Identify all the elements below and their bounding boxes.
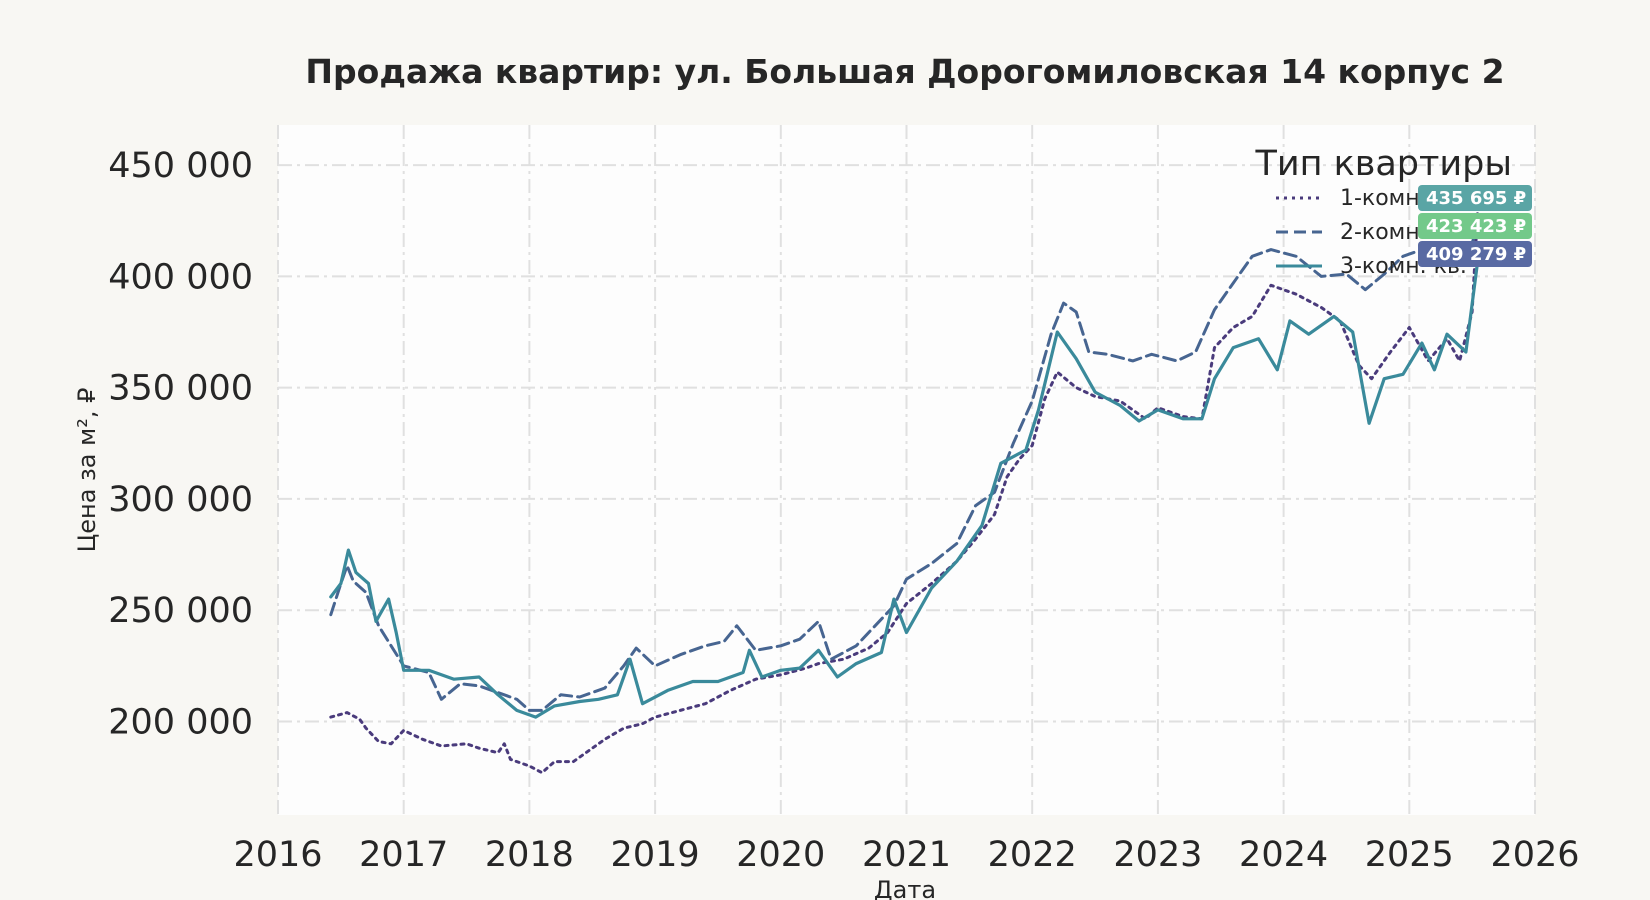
x-tick-label: 2022 [988, 835, 1077, 875]
series-line-1 [329, 195, 1480, 775]
x-axis-label: Дата [874, 876, 936, 900]
series-lines [329, 195, 1480, 775]
end-value-text: 423 423 ₽ [1426, 216, 1526, 237]
x-tick-label: 2024 [1239, 835, 1328, 875]
x-tick-label: 2020 [736, 835, 825, 875]
y-axis-label: Цена за м², ₽ [73, 388, 101, 553]
y-tick-label: 350 000 [108, 369, 253, 409]
grid [277, 125, 1536, 815]
chart-title: Продажа квартир: ул. Большая Дорогомилов… [305, 52, 1504, 91]
y-tick-label: 450 000 [108, 146, 253, 186]
end-value-text: 409 279 ₽ [1426, 244, 1526, 265]
series-line-3 [329, 254, 1480, 719]
x-tick-label: 2026 [1490, 835, 1579, 875]
x-tick-label: 2018 [485, 835, 574, 875]
x-tick-label: 2021 [862, 835, 951, 875]
end-value-badge [1418, 185, 1532, 211]
end-value-badge [1418, 213, 1532, 239]
x-tick-label: 2017 [359, 835, 448, 875]
x-tick-label: 2016 [233, 835, 322, 875]
end-value-text: 435 695 ₽ [1426, 188, 1526, 209]
x-tick-label: 2025 [1365, 835, 1454, 875]
x-tick-label: 2023 [1113, 835, 1202, 875]
legend-title: Тип квартиры [1254, 144, 1512, 184]
y-tick-label: 400 000 [108, 257, 253, 297]
y-tick-label: 200 000 [108, 703, 253, 743]
y-tick-label: 250 000 [108, 591, 253, 631]
x-axis-ticks: 2016 2017 2018 2019 2020 2021 2022 2023 2024 2025… [233, 835, 1579, 875]
end-value-badge [1418, 241, 1532, 267]
x-tick-label: 2019 [611, 835, 700, 875]
y-axis-ticks: 200 000 250 000 300 000 350 000 400 000 450 0… [108, 146, 253, 742]
y-tick-label: 300 000 [108, 480, 253, 520]
end-value-labels: 435 695 ₽ 423 423 ₽ 409 279 ₽ [1418, 185, 1532, 267]
series-line-2 [329, 222, 1480, 712]
